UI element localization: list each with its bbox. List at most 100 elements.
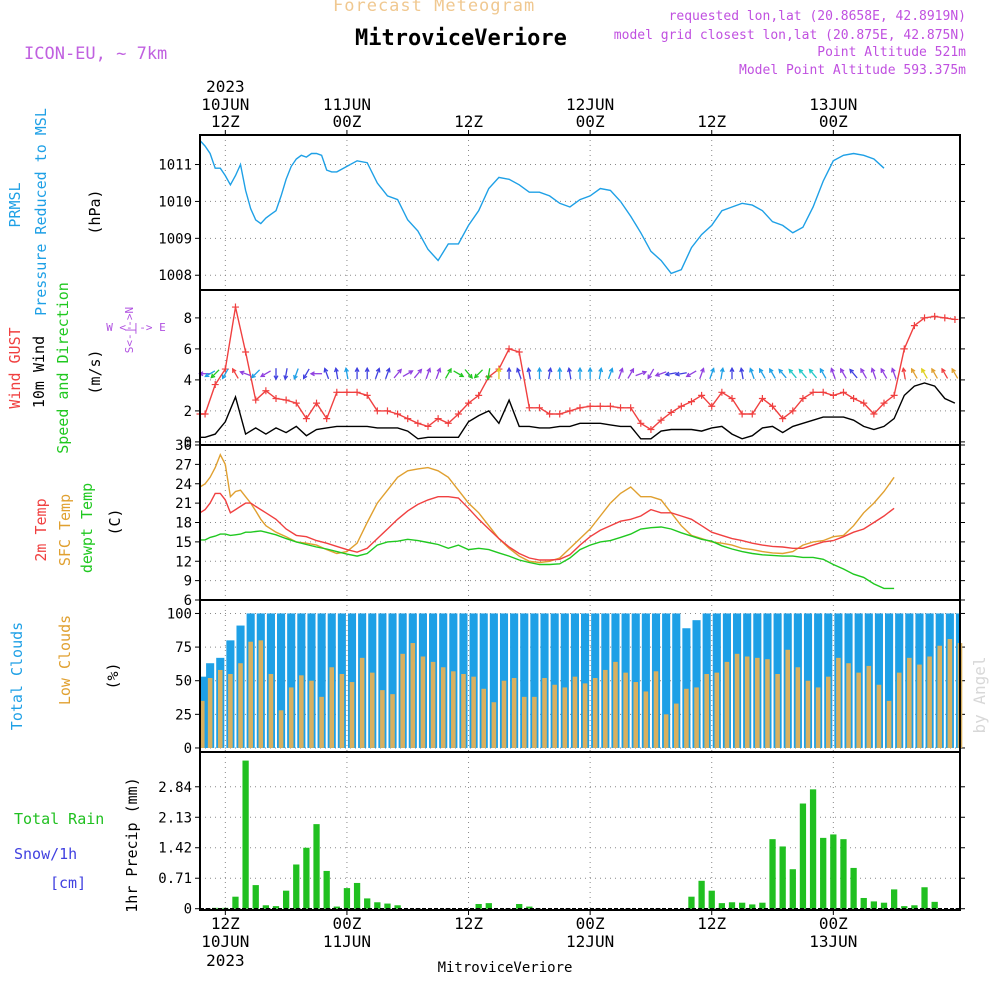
label-ms: (m/s) — [86, 349, 104, 394]
wind-arrow-shaft — [788, 369, 797, 379]
wind-arrow — [709, 367, 715, 380]
wind-arrow-head — [618, 367, 624, 373]
label-celsius: (C) — [106, 508, 124, 535]
wind-arrow — [547, 366, 553, 380]
low-clouds-bar — [542, 678, 547, 748]
wind-arrow-shaft — [759, 368, 766, 379]
wind-arrow-shaft — [222, 368, 229, 379]
rain-bar — [323, 870, 330, 909]
wind-arrow-head — [536, 366, 542, 373]
wind-arrow-shaft — [548, 368, 552, 380]
wind-gust-line-marker — [839, 388, 847, 396]
wind-arrow-head — [739, 366, 745, 373]
low-clouds-bar — [643, 691, 649, 748]
wind-arrow-shaft — [951, 368, 959, 379]
wind-arrow-shaft — [384, 368, 390, 380]
low-clouds-bar — [846, 663, 851, 748]
wind-arrow-shaft — [444, 368, 452, 379]
total-clouds-bar — [347, 613, 357, 748]
sfc-temp-line — [199, 453, 895, 564]
compass-ns: S<-|->N — [123, 307, 136, 353]
wind-arrow-head — [273, 375, 279, 381]
rain-bar — [728, 902, 736, 909]
wind-arrow-head — [344, 366, 349, 373]
rain-bar — [789, 869, 796, 909]
wind-arrow — [951, 367, 959, 379]
rain-bar — [364, 898, 371, 909]
wind-arrow-shaft — [675, 372, 687, 376]
wind-arrow-shaft — [425, 368, 431, 380]
low-clouds-bar — [866, 665, 872, 748]
rain-bar — [343, 888, 351, 909]
wind-gust-line-marker — [667, 408, 675, 416]
low-clouds-bar — [815, 687, 821, 748]
low-clouds-bar — [511, 678, 517, 748]
label-sfc-temp: SFC Temp — [56, 494, 74, 566]
wind-gust-line-marker — [779, 415, 787, 423]
wind-arrow — [758, 367, 766, 379]
wind-arrow — [413, 368, 423, 379]
wind-arrow-head — [526, 366, 532, 373]
low-clouds-bar — [673, 703, 679, 748]
total-clouds-bar — [581, 613, 590, 748]
y-tick-label: 1011 — [158, 158, 192, 174]
wind-arrow-shaft — [618, 368, 624, 380]
wind-arrow-shaft — [335, 368, 339, 380]
total-clouds-bar — [489, 613, 498, 748]
wind-arrow — [364, 366, 370, 380]
wind-gust-line-marker — [333, 388, 341, 396]
low-clouds-bar — [491, 702, 497, 748]
low-clouds-bar — [582, 683, 588, 748]
wind-arrow-shaft — [487, 368, 491, 380]
wind-arrow-head — [364, 366, 370, 373]
rain-bar — [820, 837, 827, 909]
wind-gust-line-marker — [535, 404, 543, 412]
wind-arrow-head — [221, 374, 227, 380]
wind-arrow-head — [587, 366, 593, 373]
footer-location: MitroviceVeriore — [438, 960, 573, 976]
low-clouds-bar — [896, 672, 902, 748]
rain-bar — [353, 882, 361, 909]
wind-arrow-shaft — [921, 368, 928, 379]
time-label-bottom-hour: 12Z — [211, 914, 240, 933]
wind-arrow — [354, 366, 360, 380]
low-clouds-bar — [217, 669, 223, 748]
wind-gust-line-marker — [617, 404, 625, 412]
wind-arrow-shaft — [647, 368, 655, 379]
wind-arrow-head — [749, 367, 754, 373]
low-clouds-bar — [258, 640, 264, 748]
low-clouds-bar — [613, 661, 618, 748]
rain-bar — [799, 803, 807, 909]
wind-arrow-head — [506, 366, 512, 373]
rain-bar — [384, 903, 391, 909]
low-clouds-bar — [400, 653, 405, 748]
wind-arrow-head — [577, 366, 583, 373]
low-clouds-bar — [775, 673, 780, 748]
low-clouds-bar — [532, 696, 537, 748]
wind-arrow-shaft — [840, 368, 847, 379]
total-clouds-bar — [814, 613, 823, 748]
time-label-bottom-date: 11JUN — [323, 932, 371, 951]
wind-arrow — [587, 366, 593, 380]
wind-arrow-head — [788, 368, 794, 374]
time-label-top-hour: 12Z — [211, 112, 240, 131]
time-label-top-date: 13JUN — [809, 95, 857, 114]
wind-arrow — [849, 368, 858, 379]
wind-gust-line-marker — [404, 415, 412, 423]
wind-arrow-head — [798, 368, 804, 374]
y-tick-label: 8 — [184, 311, 192, 327]
wind-arrow — [516, 367, 522, 380]
wind-arrow-head — [819, 367, 825, 373]
rain-bar — [242, 760, 249, 909]
rain-bar — [485, 903, 492, 909]
low-clouds-bar — [917, 664, 922, 748]
low-clouds-bar — [755, 657, 760, 748]
wind-arrow-head — [700, 367, 705, 373]
wind-arrow-head — [608, 367, 614, 373]
low-clouds-bar — [319, 696, 324, 748]
low-clouds-bar — [552, 684, 557, 748]
low-clouds-bar — [501, 680, 507, 748]
wind-arrow — [485, 368, 491, 381]
wind-arrow-head — [674, 371, 680, 377]
